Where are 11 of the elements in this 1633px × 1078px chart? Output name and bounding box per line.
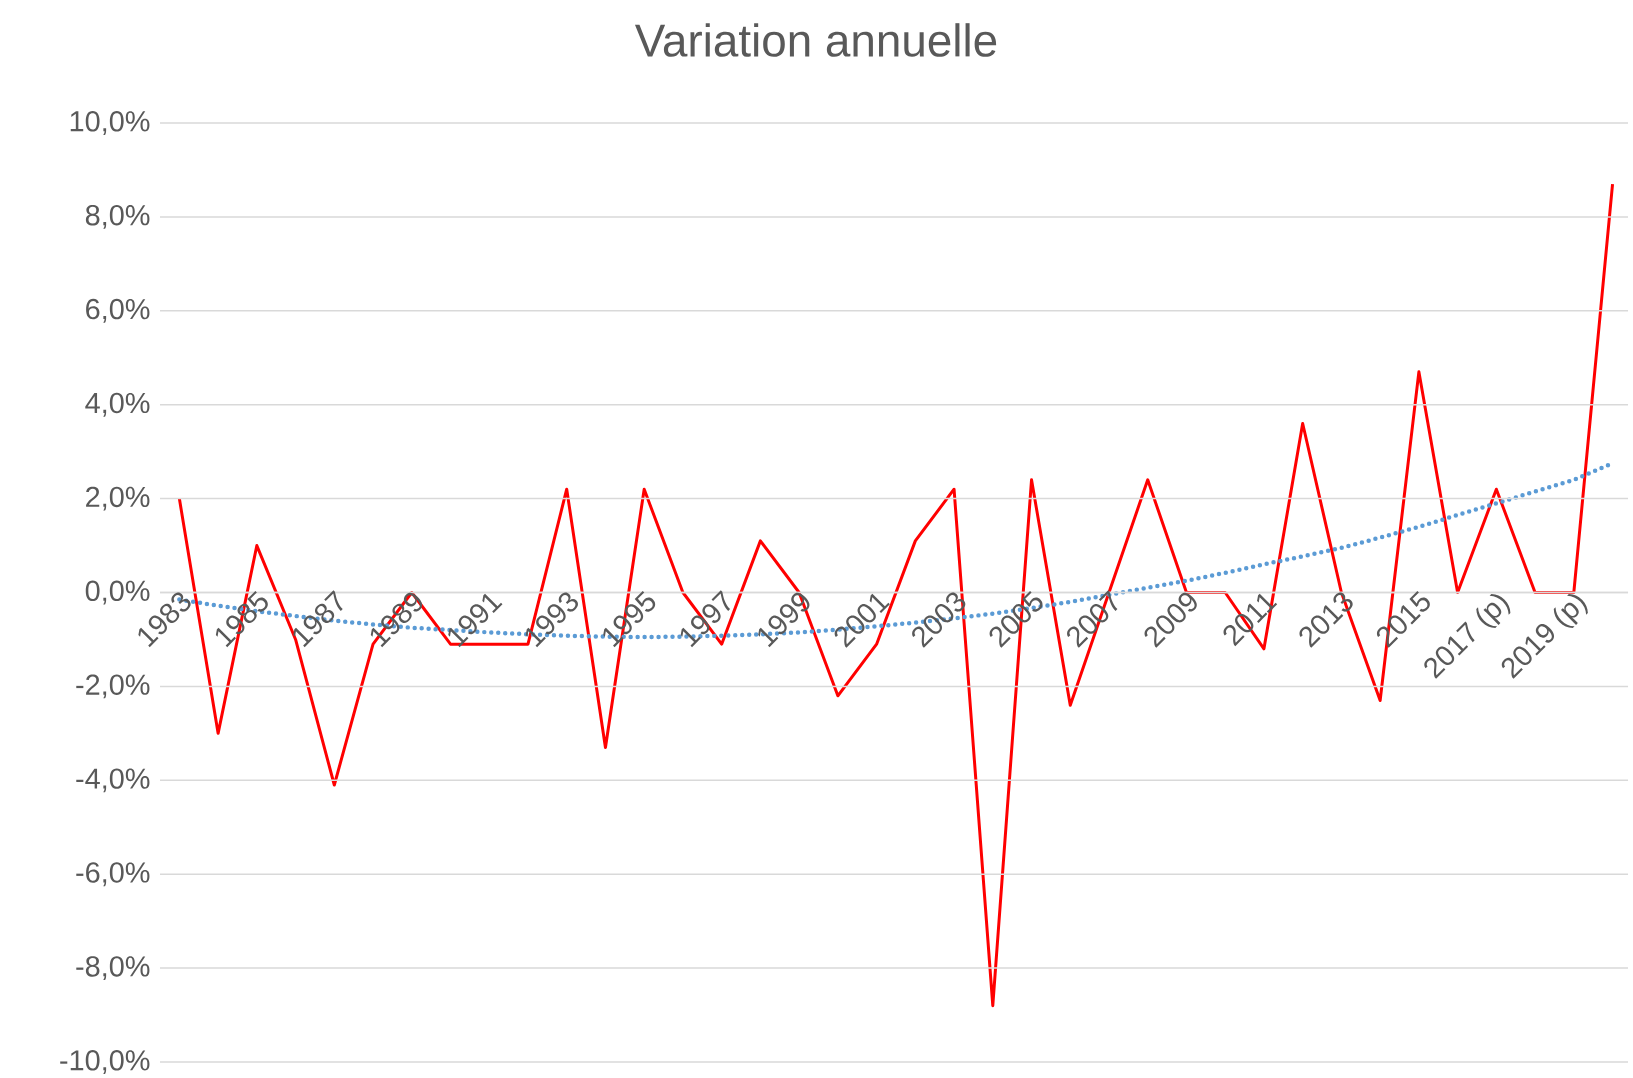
y-tick-label: -4,0%	[76, 768, 150, 793]
y-tick-label: 6,0%	[86, 298, 150, 323]
y-tick-label: -6,0%	[76, 862, 150, 887]
chart-title: Variation annuelle	[634, 23, 997, 57]
y-tick-label: 8,0%	[85, 204, 150, 229]
y-tick-label: 4,0%	[85, 392, 150, 417]
y-tick-label: -8,0%	[76, 956, 150, 981]
y-tick-label: -2,0%	[76, 674, 150, 699]
y-tick-label: 2,0%	[86, 486, 150, 511]
y-tick-label: 10,0%	[70, 111, 150, 135]
y-tick-label: -10,0%	[60, 1050, 150, 1074]
